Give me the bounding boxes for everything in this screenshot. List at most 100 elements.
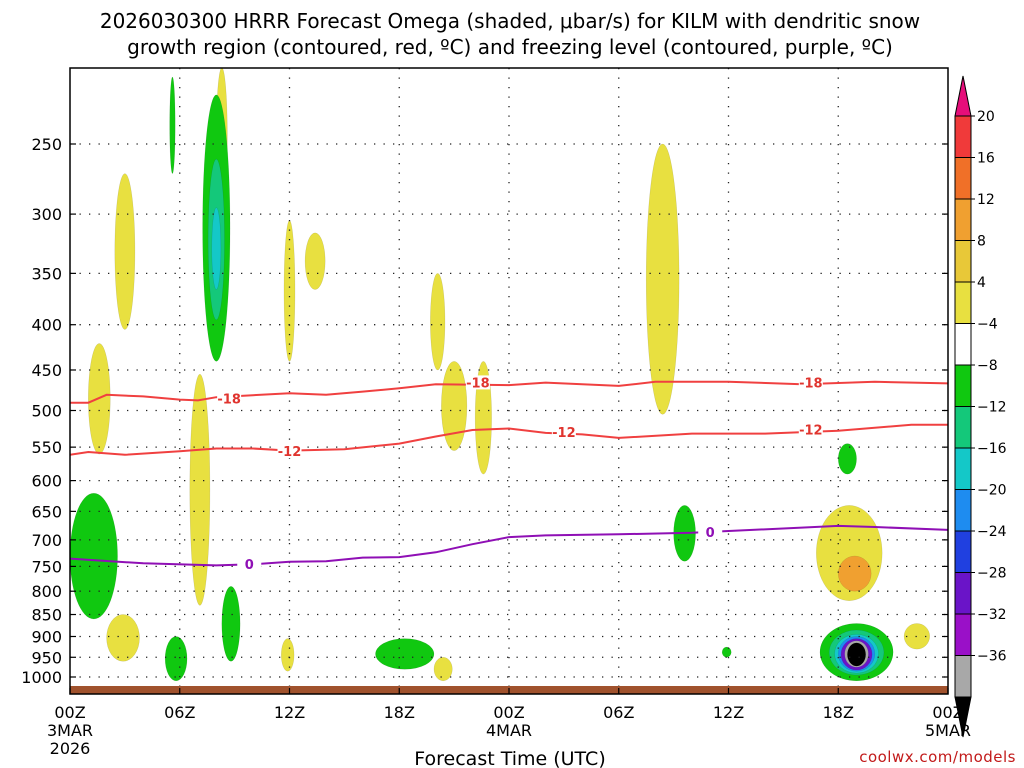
omega-region-14 [903,623,930,650]
omega-region-20 [169,76,176,174]
x-tick-label-12: 12Z [274,703,305,722]
omega-region-3 [106,614,140,662]
colorbar-segment-3 [954,198,972,241]
contour-label-bg-0C-0 [237,556,262,571]
credit-text: coolwx.com/models [859,748,1016,766]
chart-title-line-1: 2026030300 HRRR Forecast Omega (shaded, … [100,9,920,33]
y-tick-label-900: 900 [31,627,62,646]
contour-label--18C-0: -18 [217,393,241,408]
contour-label--12C-0: -12 [278,445,302,460]
colorbar-segment-1 [954,115,972,158]
contour-label-0C-0: 0 [245,558,254,573]
omega-region-6 [304,232,326,290]
grid-lines [70,68,948,694]
colorbar-label-1: 16 [977,151,995,167]
omega-region-0 [114,173,136,330]
omega-region-11 [433,657,453,682]
x-tick-date-0: 3MAR [47,721,93,740]
x-tick-label-30: 06Z [603,703,634,722]
y-tick-label-400: 400 [31,316,62,335]
colorbar-segment-10 [954,489,972,532]
omega-region-12 [645,143,680,415]
y-tick-label-500: 500 [31,402,62,421]
colorbar-label-3: 8 [977,234,986,250]
colorbar-label-13: −36 [977,649,1007,665]
y-tick-label-550: 550 [31,438,62,457]
colorbar-label-5: −4 [977,317,998,333]
contour-label-bg--12C-0 [277,444,302,459]
colorbar-segment-8 [954,406,972,449]
contour-label--18C-1: -18 [466,376,490,391]
contours: -18 -18 -18 -12 -12 -12 0 0 [70,375,948,573]
contour-label-bg-0C-1 [698,525,723,540]
y-tick-label-450: 450 [31,361,62,380]
colorbar-label-12: −32 [977,607,1007,623]
x-tick-label-36: 12Z [713,703,744,722]
colorbar-top-triangle [954,75,972,117]
chart-title-line-2: growth region (contoured, red, ºC) and f… [127,35,893,59]
colorbar-label-8: −16 [977,441,1007,457]
y-tick-label-1000: 1000 [21,668,62,687]
omega-region-7 [281,638,295,672]
x-tick-date-24: 4MAR [486,721,532,740]
y-tick-label-350: 350 [31,264,62,283]
colorbar-label-10: −24 [977,524,1007,540]
y-tick-label-800: 800 [31,582,62,601]
contour--12C [70,423,948,456]
contour-label-bg--18C-2 [798,375,823,390]
contour--18C [70,380,948,404]
y-axis: 250 300 350 400 450 500 550 600 650 700 750 800 850 9… [21,135,948,687]
colorbar-segment-9 [954,447,972,490]
colorbar-segment-2 [954,157,972,200]
y-tick-label-250: 250 [31,135,62,154]
omega-region-18 [221,586,241,662]
x-tick-label-18: 18Z [384,703,415,722]
colorbar-label-7: −12 [977,400,1007,416]
x-tick-label-42: 18Z [823,703,854,722]
omega-region-21 [375,638,435,670]
colorbar-segment-5 [954,281,972,324]
colorbar-segment-13 [954,613,972,656]
x-tick-label-48: 00Z [932,703,963,722]
x-tick-label-24: 00Z [493,703,524,722]
colorbar: 20 16 12 8 4 −4 −8 −12 −16 −20 −24 −28 −32 −36 [954,75,1007,738]
colorbar-bottom-triangle [954,696,972,738]
x-tick-date-48: 5MAR [925,721,971,740]
colorbar-segment-7 [954,364,972,407]
colorbar-segment-6 [954,323,972,366]
y-tick-label-300: 300 [31,205,62,224]
omega-region-16 [70,492,118,620]
x-tick-label-0: 00Z [54,703,85,722]
y-tick-label-600: 600 [31,472,62,491]
omega-region-28 [211,207,222,290]
contour-label-0C-1: 0 [706,526,715,541]
colorbar-label-9: −20 [977,483,1007,499]
y-tick-label-700: 700 [31,531,62,550]
contour-label--12C-2: -12 [799,424,823,439]
colorbar-label-2: 12 [977,192,995,208]
y-tick-label-850: 850 [31,606,62,625]
colorbar-segment-14 [954,655,972,698]
contour-label-bg--18C-1 [465,375,490,390]
omega-region-2 [189,373,211,606]
omega-region-33 [847,642,866,667]
contour-label-bg--12C-2 [798,422,823,437]
omega-region-9 [441,361,468,451]
plot-area: -18 -18 -18 -12 -12 -12 0 0 [69,67,949,695]
omega-region-24 [838,443,857,475]
omega-region-15 [838,555,872,592]
omega-region-8 [430,273,446,371]
colorbar-segment-11 [954,530,972,573]
x-tick-year-0: 2026 [50,739,91,758]
colorbar-label-11: −28 [977,566,1007,582]
colorbar-label-0: 20 [977,109,995,125]
x-tick-label-6: 06Z [164,703,195,722]
x-axis-label: Forecast Time (UTC) [414,748,605,768]
y-tick-label-650: 650 [31,502,62,521]
omega-region-23 [721,646,732,658]
omega-region-5 [283,220,296,362]
colorbar-label-4: 4 [977,275,986,291]
colorbar-segment-4 [954,240,972,283]
